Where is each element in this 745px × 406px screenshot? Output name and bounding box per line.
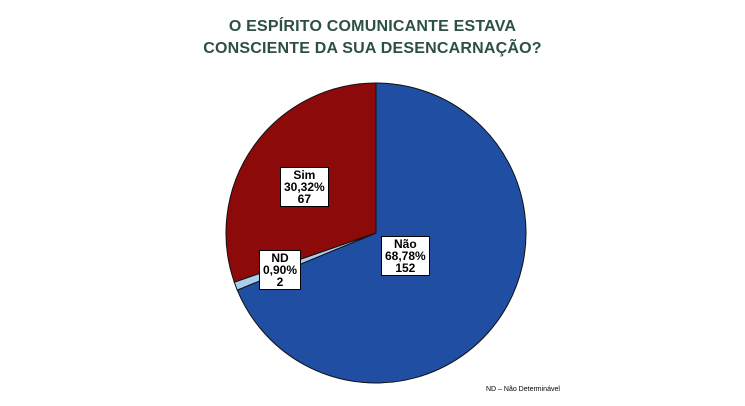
slice-label-sim-percent: 30,32% <box>284 180 325 194</box>
title-line-1: O ESPÍRITO COMUNICANTE ESTAVA <box>228 18 517 35</box>
slice-label-nao-count: 152 <box>395 261 416 275</box>
title-line-2: CONSCIENTE DA SUA DESENCARNAÇÃO? <box>203 40 542 57</box>
footnote: ND – Não Determinável <box>486 386 560 393</box>
slice-label-nao-percent: 68,78% <box>385 249 426 263</box>
pie-slice-nao <box>236 82 527 384</box>
slice-label-sim-name: Sim <box>293 168 316 182</box>
slice-label-sim-count: 67 <box>297 192 312 206</box>
slice-label-nd-count: 2 <box>276 275 284 289</box>
slice-label-nao-name: Não <box>394 237 417 251</box>
slice-label-sim: Sim 30,32% 67 <box>280 167 329 207</box>
chart-title: O ESPÍRITO COMUNICANTE ESTAVA CONSCIENTE… <box>0 16 745 60</box>
slice-label-nd-name: ND <box>271 251 289 265</box>
slice-label-nao: Não 68,78% 152 <box>381 236 430 276</box>
slice-label-nd: ND 0,90% 2 <box>259 250 302 290</box>
slice-label-nd-percent: 0,90% <box>263 263 298 277</box>
